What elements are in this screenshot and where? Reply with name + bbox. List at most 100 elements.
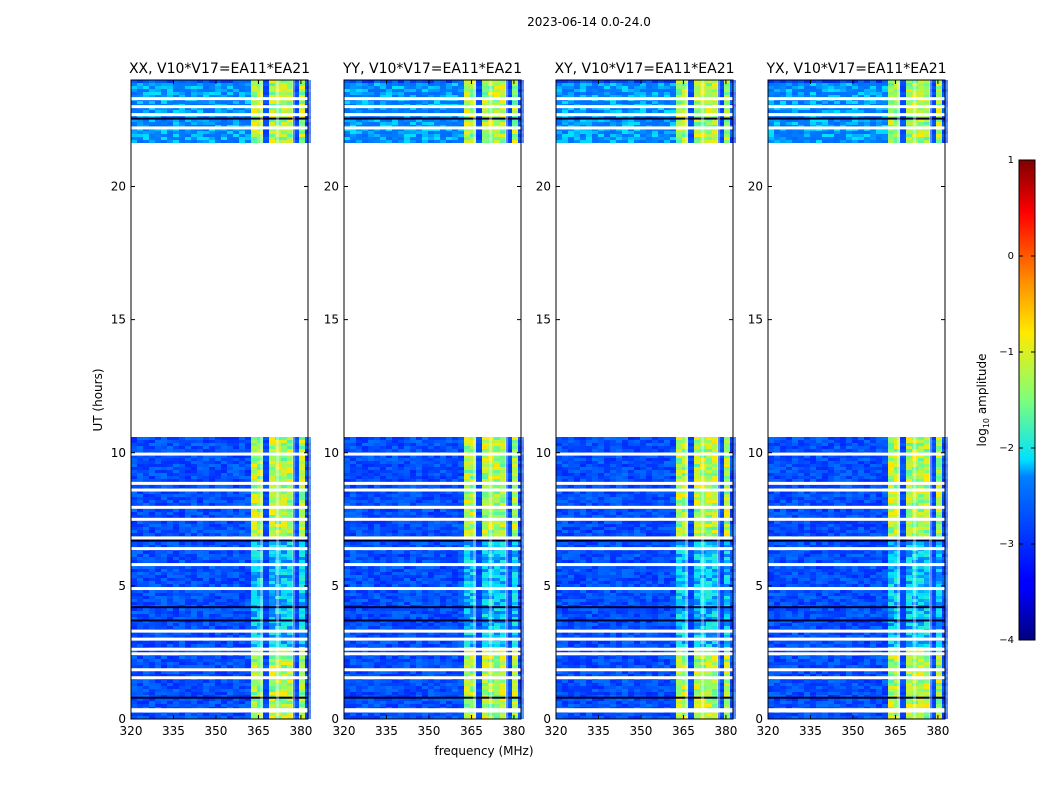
heatmap-cell	[131, 635, 137, 638]
heatmap-cell	[446, 443, 452, 446]
heatmap-cell	[281, 92, 287, 95]
heatmap-cell	[416, 131, 422, 134]
heatmap-cell	[185, 686, 191, 689]
heatmap-cell	[263, 641, 269, 644]
heatmap-cell	[257, 650, 263, 653]
heatmap-cell	[251, 554, 257, 557]
heatmap-cell	[233, 119, 239, 122]
heatmap-cell	[263, 473, 269, 476]
heatmap-cell	[428, 512, 434, 515]
heatmap-cell	[251, 632, 257, 635]
heatmap-cell	[374, 443, 380, 446]
heatmap-cell	[506, 95, 512, 98]
heatmap-cell	[287, 671, 293, 674]
heatmap-cell	[476, 497, 482, 500]
heatmap-cell	[440, 140, 446, 143]
heatmap-cell	[269, 497, 275, 500]
heatmap-cell	[416, 461, 422, 464]
heatmap-cell	[482, 89, 488, 92]
heatmap-cell	[281, 533, 287, 536]
heatmap-cell	[239, 641, 245, 644]
heatmap-cell	[239, 599, 245, 602]
heatmap-cell	[362, 86, 368, 89]
heatmap-cell	[209, 443, 215, 446]
heatmap-cell	[203, 497, 209, 500]
heatmap-cell	[227, 521, 233, 524]
heatmap-cell	[281, 593, 287, 596]
heatmap-cell	[251, 680, 257, 683]
heatmap-cell	[287, 569, 293, 572]
heatmap-cell	[143, 578, 149, 581]
heatmap-cell	[209, 89, 215, 92]
heatmap-cell	[287, 572, 293, 575]
heatmap-cell	[215, 701, 221, 704]
heatmap-cell	[287, 116, 293, 119]
heatmap-cell	[143, 80, 149, 83]
heatmap-cell	[275, 680, 281, 683]
heatmap-cell	[380, 80, 386, 83]
heatmap-cell	[275, 446, 281, 449]
heatmap-cell	[416, 80, 422, 83]
heatmap-cell	[512, 497, 518, 500]
heatmap-cell	[494, 140, 500, 143]
heatmap-cell	[167, 83, 173, 86]
heatmap-cell	[161, 716, 167, 719]
heatmap-cell	[215, 461, 221, 464]
heatmap-cell	[167, 545, 173, 548]
heatmap-cell	[410, 464, 416, 467]
heatmap-cell	[143, 461, 149, 464]
heatmap-cell	[299, 110, 305, 113]
heatmap-cell	[263, 671, 269, 674]
heatmap-cell	[173, 584, 179, 587]
heatmap-cell	[506, 134, 512, 137]
heatmap-cell	[287, 122, 293, 125]
heatmap-cell	[422, 449, 428, 452]
heatmap-cell	[398, 89, 404, 92]
heatmap-cell	[221, 449, 227, 452]
heatmap-cell	[209, 683, 215, 686]
heatmap-cell	[149, 101, 155, 104]
heatmap-cell	[452, 473, 458, 476]
heatmap-cell	[239, 578, 245, 581]
heatmap-cell	[416, 95, 422, 98]
heatmap-cell	[299, 83, 305, 86]
heatmap-cell	[137, 713, 143, 716]
heatmap-cell	[227, 701, 233, 704]
heatmap-cell	[221, 485, 227, 488]
heatmap-cell	[221, 137, 227, 140]
heatmap-cell	[287, 692, 293, 695]
heatmap-cell	[203, 644, 209, 647]
heatmap-cell	[344, 80, 350, 83]
heatmap-cell	[293, 584, 299, 587]
heatmap-cell	[161, 140, 167, 143]
heatmap-cell	[512, 101, 518, 104]
heatmap-cell	[500, 443, 506, 446]
heatmap-cell	[233, 611, 239, 614]
heatmap-cell	[179, 650, 185, 653]
heatmap-cell	[269, 524, 275, 527]
heatmap-cell	[245, 704, 251, 707]
heatmap-cell	[287, 491, 293, 494]
heatmap-cell	[275, 137, 281, 140]
heatmap-cell	[221, 500, 227, 503]
heatmap-cell	[161, 485, 167, 488]
heatmap-cell	[506, 116, 512, 119]
heatmap-cell	[161, 461, 167, 464]
heatmap-cell	[239, 503, 245, 506]
heatmap-cell	[482, 134, 488, 137]
heatmap-cell	[197, 83, 203, 86]
heatmap-cell	[356, 473, 362, 476]
heatmap-cell	[143, 86, 149, 89]
heatmap-cell	[269, 608, 275, 611]
heatmap-cell	[173, 632, 179, 635]
heatmap-cell	[287, 635, 293, 638]
heatmap-cell	[239, 119, 245, 122]
heatmap-cell	[281, 644, 287, 647]
heatmap-cell	[209, 578, 215, 581]
heatmap-cell	[233, 566, 239, 569]
heatmap-cell	[452, 440, 458, 443]
heatmap-cell	[155, 689, 161, 692]
heatmap-cell	[191, 524, 197, 527]
heatmap-cell	[137, 80, 143, 83]
heatmap-cell	[131, 650, 137, 653]
